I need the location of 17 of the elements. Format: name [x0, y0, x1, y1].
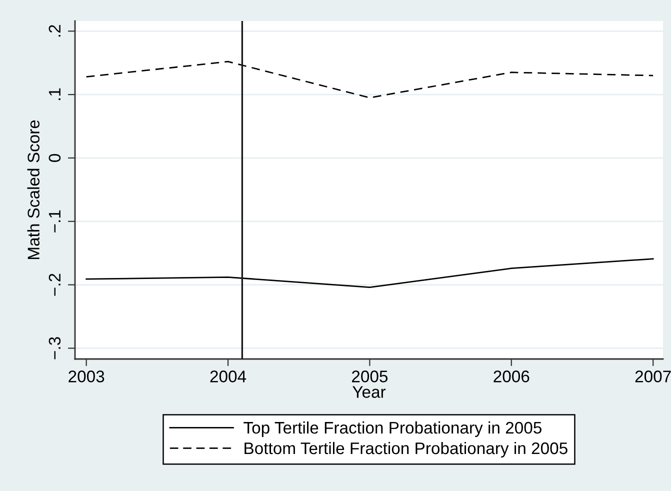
y-tick-label: .1: [48, 88, 60, 100]
y-tick-label: .2: [48, 25, 60, 37]
x-axis-title: Year: [352, 386, 386, 398]
x-tick-label: 2003: [68, 370, 104, 382]
legend-label: Bottom Tertile Fraction Probationary in 2005: [244, 442, 568, 458]
x-tick-label: 2004: [210, 370, 246, 382]
y-axis-title: Math Scaled Score: [27, 120, 40, 260]
x-tick-label: 2007: [635, 370, 671, 382]
line-series: [86, 60, 654, 98]
line-series: [86, 258, 654, 288]
x-tick-label: 2006: [494, 370, 530, 382]
x-tick-label: 2005: [352, 370, 388, 382]
y-tick-label: −.3: [48, 337, 61, 360]
legend-label: Top Tertile Fraction Probationary in 2005: [244, 421, 542, 437]
y-tick-label: −.2: [48, 274, 60, 296]
y-tick-label: −.1: [48, 210, 60, 232]
y-tick-label: 0: [48, 154, 61, 162]
